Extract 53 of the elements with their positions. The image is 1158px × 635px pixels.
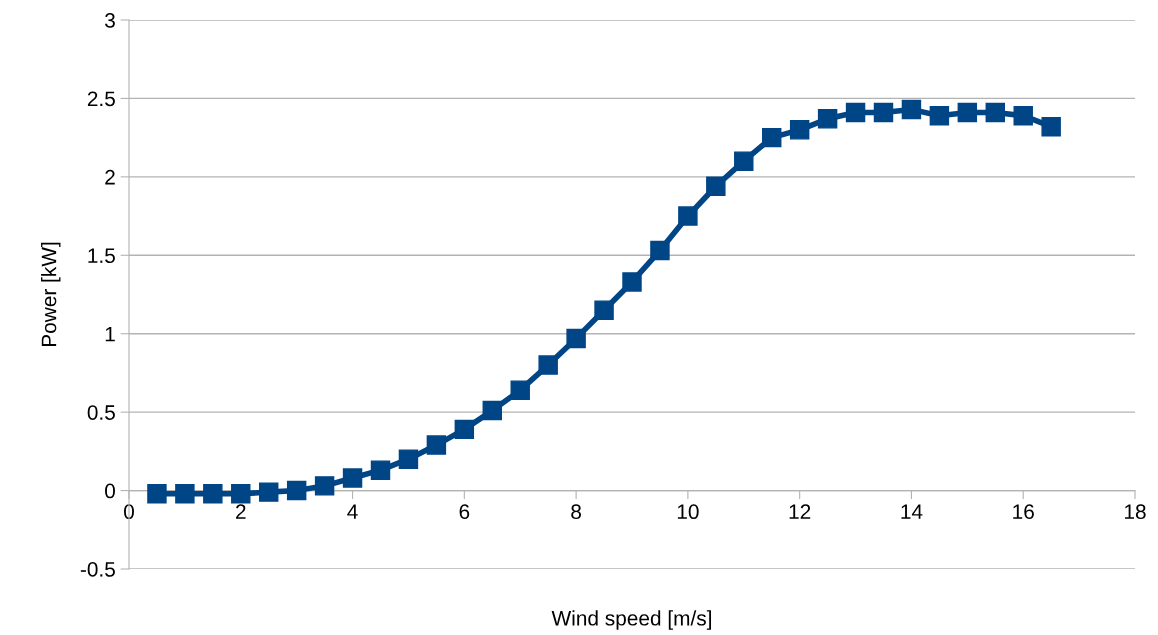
point <box>734 151 754 171</box>
y-tick-label: 1 <box>105 326 115 342</box>
y-tick-label: -0.5 <box>80 562 115 577</box>
point <box>817 109 838 129</box>
y-tick-label: 0 <box>105 483 115 499</box>
point <box>761 127 782 148</box>
x-tick-label: 10 <box>677 504 699 520</box>
x-tick-label: 8 <box>571 504 581 520</box>
point <box>286 480 307 501</box>
point <box>454 419 475 440</box>
x-tick-label: 2 <box>236 504 246 519</box>
point <box>175 483 195 504</box>
point <box>398 449 419 469</box>
point <box>594 300 614 320</box>
x-tick-label: 14 <box>901 504 923 519</box>
point <box>845 102 866 123</box>
point <box>901 99 922 120</box>
x-tick-label: 0 <box>124 504 134 520</box>
point <box>482 400 503 421</box>
point <box>566 328 586 349</box>
y-tick-label: 2.5 <box>87 91 115 107</box>
x-tick-label: 12 <box>789 504 811 519</box>
point <box>1013 105 1033 126</box>
point <box>1041 116 1061 137</box>
point <box>929 105 950 126</box>
point <box>231 483 251 504</box>
point <box>258 482 279 502</box>
point <box>622 272 642 292</box>
point <box>147 483 167 504</box>
point <box>510 380 530 400</box>
point <box>314 476 335 496</box>
point <box>789 120 810 140</box>
point <box>873 102 894 123</box>
x-tick-label: 16 <box>1013 504 1034 520</box>
point <box>650 240 670 261</box>
point <box>342 468 363 488</box>
y-tick-label: 0.5 <box>87 405 115 420</box>
point <box>678 206 698 226</box>
point <box>957 102 978 123</box>
y-axis-title: Power [kW] <box>41 242 61 347</box>
y-tick-label: 2 <box>105 169 115 185</box>
x-tick-label: 18 <box>1125 504 1146 520</box>
x-axis-title: Wind speed [m/s] <box>551 610 711 630</box>
point <box>538 355 558 375</box>
point <box>985 102 1006 123</box>
point <box>706 176 726 196</box>
y-tick-label: 1.5 <box>88 248 115 264</box>
x-tick-label: 6 <box>459 504 470 520</box>
point <box>203 483 223 504</box>
y-tick-label: 3 <box>105 13 115 28</box>
point <box>370 460 391 480</box>
point <box>426 435 447 455</box>
x-tick-label: 4 <box>347 504 358 519</box>
